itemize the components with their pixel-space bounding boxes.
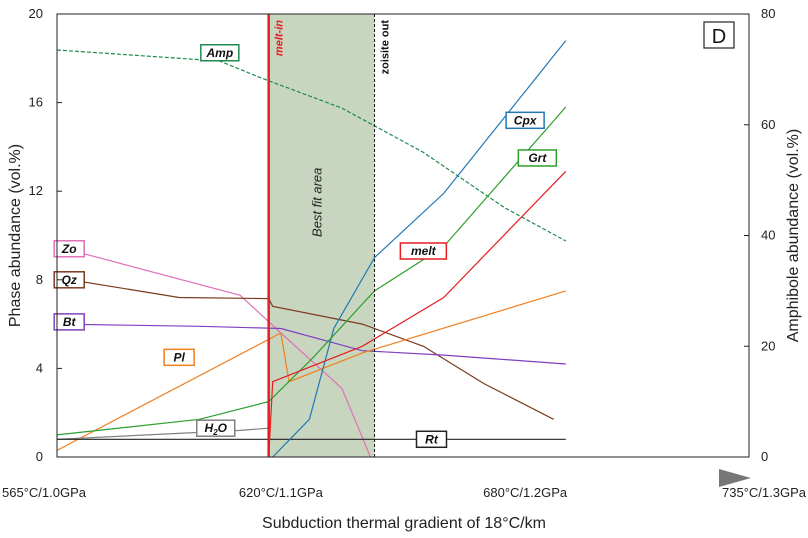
series-label-zo: Zo bbox=[53, 240, 85, 258]
series-label-qz: Qz bbox=[53, 271, 85, 289]
series-label-melt: melt bbox=[399, 242, 448, 260]
thermal-gradient-arrowhead bbox=[719, 469, 751, 487]
y-left-tick-label: 8 bbox=[36, 272, 43, 287]
series-label-text: Bt bbox=[63, 315, 77, 329]
y-left-tick-label: 20 bbox=[29, 6, 43, 21]
series-label-text: Rt bbox=[425, 432, 439, 446]
series-line-amp bbox=[56, 49, 567, 242]
x-tick-label: 620°C/1.1GPa bbox=[239, 485, 324, 500]
series-label-text: melt bbox=[411, 244, 437, 258]
panel-label-box bbox=[703, 21, 735, 49]
x-tick-label: 565°C/1.0GPa bbox=[2, 485, 87, 500]
series-line-melt bbox=[268, 170, 567, 458]
x-tick-label: 680°C/1.2GPa bbox=[483, 485, 568, 500]
y-right-tick-label: 80 bbox=[761, 6, 775, 21]
series-label-h2o: H2O bbox=[196, 419, 236, 437]
y-axis-right-title: Amphibole abundance (vol.%) bbox=[785, 129, 802, 342]
series-line-qz bbox=[56, 277, 554, 420]
panel-label: D bbox=[712, 26, 726, 48]
y-left-tick-label: 16 bbox=[29, 95, 43, 110]
y-right-tick-label: 20 bbox=[761, 338, 775, 353]
y-right-tick-label: 60 bbox=[761, 117, 775, 132]
series-label-bt: Bt bbox=[53, 313, 85, 331]
series-label-pl: Pl bbox=[163, 348, 195, 367]
series-line-h2o bbox=[56, 427, 269, 440]
best-fit-label: Best fit area bbox=[310, 168, 325, 237]
series-label-rt: Rt bbox=[415, 430, 448, 449]
series-label-text: Pl bbox=[173, 350, 185, 364]
x-tick-label: 735°C/1.3GPa bbox=[722, 485, 807, 500]
y-axis-left-title: Phase abundance (vol.%) bbox=[7, 144, 24, 327]
plot-frame bbox=[56, 13, 750, 458]
series-label-amp: Amp bbox=[200, 44, 240, 62]
x-axis-title: Subduction thermal gradient of 18°C/km bbox=[262, 515, 546, 532]
melt-in-label: melt-in bbox=[274, 20, 286, 56]
y-left-tick-label: 4 bbox=[36, 360, 43, 375]
series-label-cpx: Cpx bbox=[505, 111, 545, 130]
series-line-bt bbox=[56, 323, 566, 365]
zoisite-out-label: zoisite out bbox=[380, 20, 392, 75]
series-label-text: Zo bbox=[61, 242, 77, 256]
series-label-text: Amp bbox=[205, 46, 233, 60]
y-right-tick-label: 40 bbox=[761, 228, 775, 243]
series-label-text: Cpx bbox=[514, 113, 538, 127]
y-right-tick-label: 0 bbox=[761, 449, 768, 464]
y-left-tick-label: 12 bbox=[29, 183, 43, 198]
series-label-grt: Grt bbox=[517, 149, 558, 167]
y-left-tick-label: 0 bbox=[36, 449, 43, 464]
series-line-cpx bbox=[272, 40, 567, 458]
series-label-text: Grt bbox=[528, 151, 547, 165]
series-label-text: Qz bbox=[62, 273, 77, 287]
series-label-text: H2O bbox=[205, 421, 228, 437]
